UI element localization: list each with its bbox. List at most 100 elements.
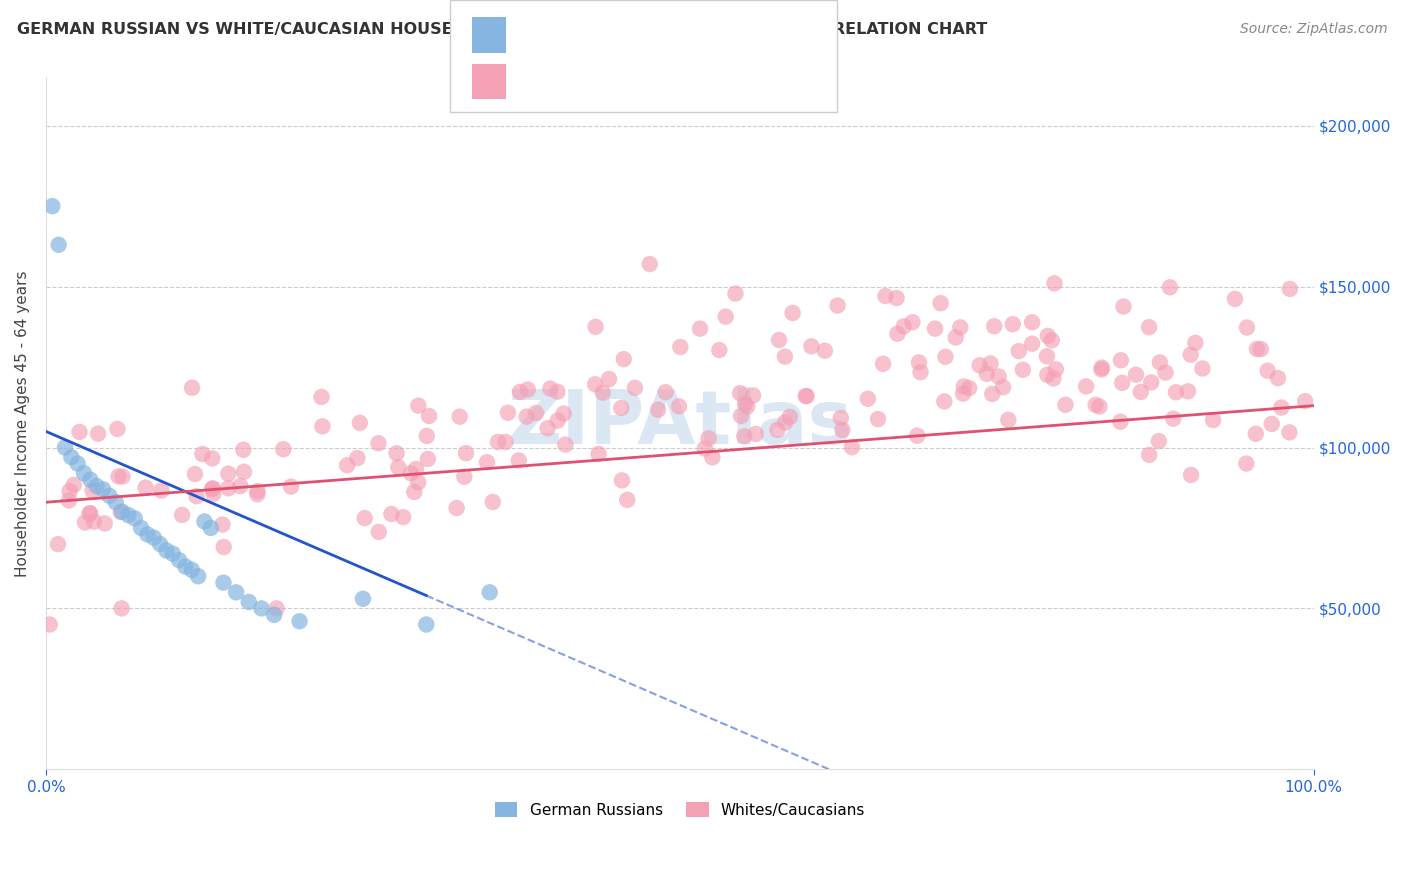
Point [654,385,676,400]
Point [93,516,115,531]
Point [73,467,96,481]
Point [415,617,437,632]
Point [111,469,134,483]
Point [1125,368,1147,382]
Point [537,421,560,435]
Point [554,437,576,451]
Point [724,286,747,301]
Text: R =: R = [519,72,555,90]
Point [1109,415,1132,429]
Point [266,601,288,615]
Point [110,505,132,519]
Point [779,409,801,424]
Point [583,377,606,392]
Point [924,321,946,335]
Point [610,474,633,488]
Point [588,447,610,461]
Text: N =: N = [652,72,689,90]
Point [983,319,1005,334]
Point [934,394,956,409]
Point [714,310,737,324]
Point [346,451,368,466]
Point [250,601,273,615]
Point [380,507,402,521]
Point [399,467,422,481]
Point [232,442,254,457]
Point [129,521,152,535]
Point [742,388,765,402]
Point [1084,398,1107,412]
Point [53,441,76,455]
Point [136,527,159,541]
Point [273,442,295,457]
Text: ZIPAtlas: ZIPAtlas [508,387,852,460]
Point [336,458,359,473]
Point [949,320,972,334]
Point [1161,411,1184,425]
Point [553,407,575,421]
Point [416,429,439,443]
Point [1008,344,1031,359]
Point [217,467,239,481]
Point [63,478,86,492]
Point [186,489,208,503]
Point [478,585,501,599]
Point [311,419,333,434]
Point [117,508,139,522]
Point [453,469,475,483]
Point [454,446,477,460]
Point [934,350,956,364]
Point [689,321,711,335]
Point [481,495,503,509]
Point [79,506,101,520]
Point [1109,353,1132,368]
Point [509,384,531,399]
Point [404,485,426,500]
Point [349,416,371,430]
Point [232,465,254,479]
Point [1154,366,1177,380]
Point [1036,368,1059,382]
Point [387,460,409,475]
Point [952,386,974,401]
Point [475,455,498,469]
Point [981,387,1004,401]
Point [408,399,430,413]
Point [616,492,638,507]
Point [886,326,908,341]
Point [41,199,63,213]
Point [831,423,853,437]
Point [1191,361,1213,376]
Point [1223,292,1246,306]
Point [353,511,375,525]
Point [1147,434,1170,449]
Point [1040,334,1063,348]
Point [814,343,837,358]
Point [766,423,789,437]
Point [82,483,104,498]
Point [800,339,823,353]
Point [1088,400,1111,414]
Point [1045,362,1067,376]
Point [1244,426,1267,441]
Point [1180,348,1202,362]
Point [172,508,194,522]
Point [135,481,157,495]
Point [647,402,669,417]
Point [945,330,967,344]
Point [830,411,852,425]
Point [201,482,224,496]
Point [212,575,235,590]
Point [697,431,720,445]
Point [311,390,333,404]
Point [149,537,172,551]
Point [225,585,247,599]
Text: 0.746: 0.746 [561,72,613,90]
Point [796,389,818,403]
Point [98,489,121,503]
Point [1270,401,1292,415]
Point [624,381,647,395]
Point [496,406,519,420]
Point [997,413,1019,427]
Point [1149,355,1171,369]
